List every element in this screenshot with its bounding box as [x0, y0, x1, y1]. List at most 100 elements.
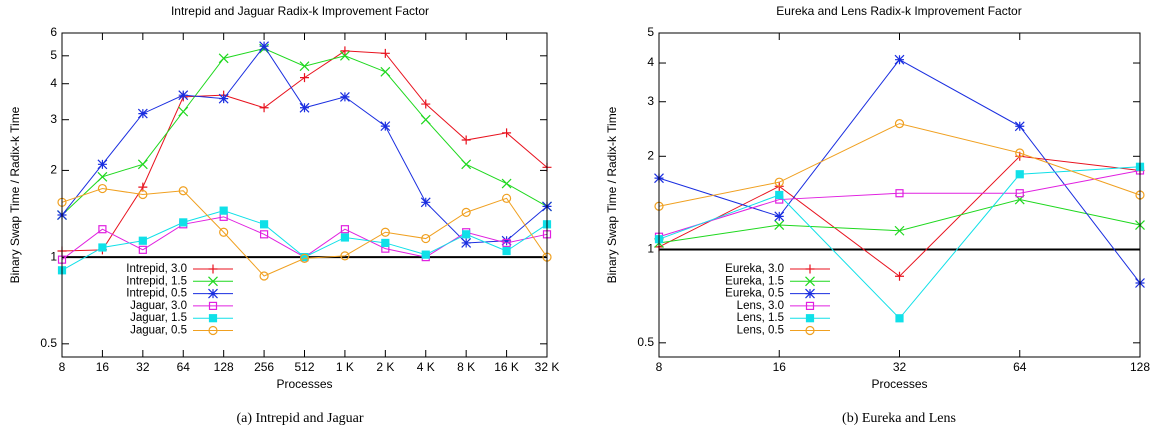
marker [340, 251, 350, 261]
legend-label: Jaguar, 0.5 [130, 325, 187, 337]
y-tick-label: 2 [50, 163, 57, 177]
x-tick-label: 1 K [336, 360, 354, 374]
marker [259, 220, 269, 229]
chart-title: Eureka and Lens Radix-k Improvement Fact… [776, 4, 1021, 18]
marker [1015, 148, 1025, 158]
x-tick-label: 2 K [376, 360, 394, 374]
caption: (b) Eureka and Lens [842, 411, 956, 426]
marker [138, 236, 147, 245]
marker [97, 159, 108, 170]
marker [775, 190, 784, 200]
x-tick-label: 8 [656, 360, 663, 374]
x-tick-label: 32 K [535, 360, 560, 374]
series-line [61, 188, 548, 277]
marker [98, 243, 107, 252]
y-axis-label: Binary Swap Time / Radix-k Time [8, 106, 22, 283]
marker [895, 314, 904, 323]
marker [774, 211, 785, 222]
marker [421, 250, 430, 259]
y-tick-label: 1 [647, 242, 654, 256]
marker [219, 227, 229, 237]
y-tick-label: 3 [647, 94, 654, 108]
marker [805, 264, 815, 274]
marker [97, 171, 108, 182]
marker [208, 314, 218, 323]
marker [501, 193, 512, 203]
marker [259, 271, 269, 281]
marker [299, 102, 310, 113]
marker [461, 207, 471, 217]
marker [805, 288, 815, 299]
marker [502, 246, 511, 256]
marker [805, 301, 815, 310]
y-tick-label: 5 [50, 48, 57, 62]
series-line [658, 169, 1141, 238]
marker [380, 227, 390, 237]
marker [805, 325, 815, 336]
series-line [658, 155, 1141, 277]
legend-label: Jaguar, 3.0 [130, 300, 187, 312]
marker [501, 235, 512, 246]
marker [501, 178, 512, 189]
marker [895, 189, 904, 198]
marker [502, 238, 511, 248]
marker [894, 225, 905, 236]
marker [179, 218, 188, 227]
marker [421, 233, 431, 244]
marker [420, 197, 431, 208]
marker [299, 253, 310, 263]
y-tick-label: 3 [50, 112, 57, 126]
marker [178, 90, 189, 101]
marker [380, 66, 391, 77]
legend-label: Jaguar, 1.5 [130, 312, 187, 324]
marker [300, 73, 309, 83]
x-tick-label: 4 K [417, 360, 435, 374]
marker [421, 99, 431, 109]
marker [259, 103, 269, 113]
x-axis-label: Processes [276, 377, 332, 391]
y-tick-label: 6 [50, 25, 57, 39]
legend-label: Intrepid, 0.5 [126, 288, 187, 300]
marker [178, 106, 189, 117]
marker [137, 108, 148, 119]
marker [380, 121, 391, 132]
marker [339, 50, 350, 61]
y-tick-label: 4 [647, 55, 654, 69]
marker [137, 159, 148, 170]
legend-label: Eureka, 0.5 [725, 288, 784, 300]
marker [1015, 170, 1024, 179]
marker [461, 135, 471, 145]
marker [340, 225, 350, 234]
marker [340, 233, 350, 242]
marker [219, 206, 228, 215]
x-tick-label: 8 K [457, 360, 475, 374]
y-axis-label: Binary Swap Time / Radix-k Time [605, 106, 619, 283]
marker [894, 119, 905, 129]
marker [138, 189, 148, 200]
marker [98, 225, 107, 234]
marker [339, 91, 350, 102]
x-tick-label: 64 [177, 360, 191, 374]
y-tick-label: 2 [647, 148, 654, 162]
marker [218, 93, 229, 104]
legend-label: Eureka, 3.0 [725, 263, 784, 275]
marker [774, 177, 784, 187]
marker [461, 159, 472, 170]
x-tick-label: 16 [773, 360, 787, 374]
marker [259, 41, 270, 52]
marker [805, 314, 815, 323]
x-tick-label: 512 [294, 360, 314, 374]
x-tick-label: 256 [254, 360, 274, 374]
marker [774, 220, 785, 230]
legend-label: Eureka, 1.5 [725, 275, 784, 287]
marker [461, 238, 472, 248]
chart-title: Intrepid and Jaguar Radix-k Improvement … [171, 4, 429, 18]
marker [380, 48, 390, 58]
x-axis-label: Processes [871, 377, 927, 391]
y-tick-label: 0.5 [637, 335, 654, 349]
marker [381, 238, 390, 248]
marker [259, 230, 269, 239]
x-tick-label: 64 [1013, 360, 1027, 374]
marker [208, 325, 218, 336]
